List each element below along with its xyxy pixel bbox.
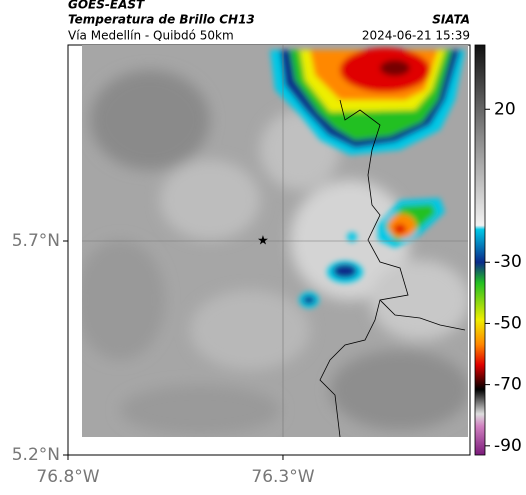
route: Vía Medellín - Quibdó 50km [68,29,234,43]
svg-text:★: ★ [257,234,269,249]
colorbar-tick-label: -30 [494,252,522,272]
satellite-image: ★ [82,45,468,437]
lon-tick-label: 76.8°W [36,467,99,487]
colorbar-tick-label: 20 [494,99,516,119]
source: SIATA [432,13,470,27]
datetime: 2024-06-21 15:39 [362,29,470,43]
lat-tick-label: 5.7°N [12,231,60,251]
lon-tick-label: 76.3°W [251,467,314,487]
subtitle: Temperatura de Brillo CH13 [68,13,255,27]
lat-tick-label: 5.2°N [12,445,60,465]
colorbar [474,44,486,456]
colorbar-tick-label: -50 [494,313,522,333]
colorbar-tick-label: -90 [494,436,522,456]
colorbar-tick-label: -70 [494,375,522,395]
title: GOES-EAST [68,0,145,12]
